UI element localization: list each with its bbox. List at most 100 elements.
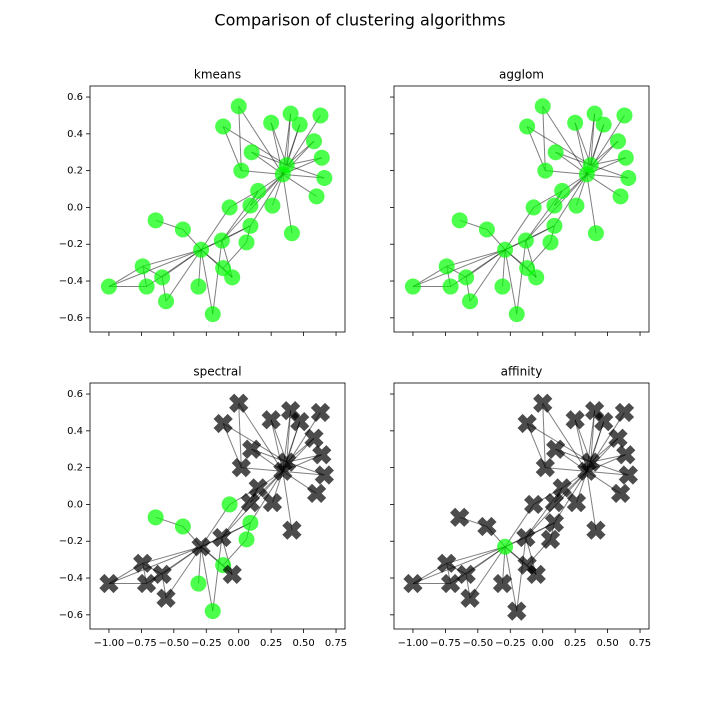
- y-tick-label: −0.2: [59, 239, 83, 250]
- edge: [282, 470, 325, 476]
- edge: [270, 419, 284, 472]
- node: [618, 465, 638, 485]
- node: [554, 182, 571, 199]
- node: [213, 413, 233, 434]
- node: [147, 509, 164, 526]
- y-tick-label: −0.4: [59, 276, 83, 287]
- node: [243, 144, 260, 161]
- node: [540, 529, 561, 550]
- node: [250, 182, 267, 199]
- node: [620, 169, 637, 186]
- node: [191, 537, 211, 557]
- node: [312, 107, 329, 124]
- edge: [142, 546, 202, 564]
- node: [204, 306, 221, 323]
- panel-title: agglom: [499, 68, 544, 82]
- node: [156, 588, 176, 608]
- node: [133, 553, 153, 573]
- edge: [469, 546, 506, 599]
- node: [261, 410, 281, 430]
- edge: [238, 403, 242, 468]
- node: [533, 393, 553, 413]
- x-tick-label: −1.00: [398, 638, 429, 649]
- node: [494, 278, 511, 295]
- edge: [249, 174, 284, 227]
- node: [273, 461, 293, 481]
- node: [312, 445, 332, 465]
- node: [568, 197, 585, 214]
- node: [577, 461, 597, 481]
- edge: [590, 113, 596, 166]
- node: [242, 197, 259, 214]
- edge: [238, 402, 284, 472]
- y-tick-label: −0.4: [59, 573, 83, 584]
- node: [535, 458, 555, 478]
- edge: [286, 410, 292, 463]
- node: [248, 478, 268, 498]
- axes-frame: [393, 382, 650, 630]
- panel-title: affinity: [501, 365, 543, 379]
- node: [291, 116, 308, 133]
- node: [616, 107, 633, 124]
- y-tick-label: 0.0: [67, 499, 83, 510]
- node: [612, 188, 629, 205]
- node: [190, 278, 207, 295]
- node: [264, 197, 281, 214]
- x-tick-label: 0.25: [564, 638, 586, 649]
- node: [316, 169, 333, 186]
- node: [566, 492, 587, 513]
- node: [546, 439, 566, 459]
- edge: [212, 537, 223, 612]
- edge: [238, 105, 284, 175]
- node: [534, 98, 551, 115]
- node: [403, 573, 423, 594]
- x-tick-label: 0.25: [260, 638, 282, 649]
- x-tick-label: −0.75: [126, 638, 157, 649]
- edge: [542, 105, 588, 175]
- node: [314, 465, 334, 485]
- node: [458, 269, 475, 286]
- x-tick-label: 0.75: [629, 638, 651, 649]
- edge: [200, 546, 214, 612]
- node: [594, 412, 614, 432]
- node: [497, 538, 514, 555]
- node: [304, 428, 324, 448]
- x-tick-label: 0.75: [325, 638, 347, 649]
- node: [517, 232, 534, 249]
- edge: [238, 106, 242, 171]
- node: [586, 520, 606, 540]
- node: [610, 483, 631, 504]
- edge: [108, 249, 202, 288]
- edge: [574, 419, 588, 472]
- node: [440, 573, 461, 594]
- axes-frame: [393, 85, 650, 333]
- edge: [586, 471, 597, 531]
- node: [477, 516, 497, 537]
- node: [442, 278, 459, 295]
- node: [508, 306, 525, 323]
- y-tick-label: −0.2: [59, 536, 83, 547]
- edge: [469, 249, 506, 302]
- node: [283, 225, 300, 242]
- node: [616, 445, 636, 465]
- node: [578, 166, 595, 183]
- x-tick-label: −0.50: [463, 638, 494, 649]
- node: [282, 105, 299, 122]
- node: [231, 458, 251, 478]
- node: [547, 144, 564, 161]
- node: [544, 492, 565, 513]
- node: [308, 188, 325, 205]
- edge: [446, 249, 506, 267]
- edge: [504, 249, 518, 315]
- node: [526, 564, 546, 584]
- edge: [142, 249, 202, 267]
- node: [158, 293, 175, 310]
- node: [242, 439, 262, 459]
- node: [174, 221, 191, 238]
- node: [174, 518, 191, 535]
- x-tick-label: −0.50: [159, 638, 190, 649]
- node: [138, 278, 155, 295]
- edge: [516, 537, 527, 612]
- node: [221, 199, 238, 216]
- node: [263, 114, 280, 131]
